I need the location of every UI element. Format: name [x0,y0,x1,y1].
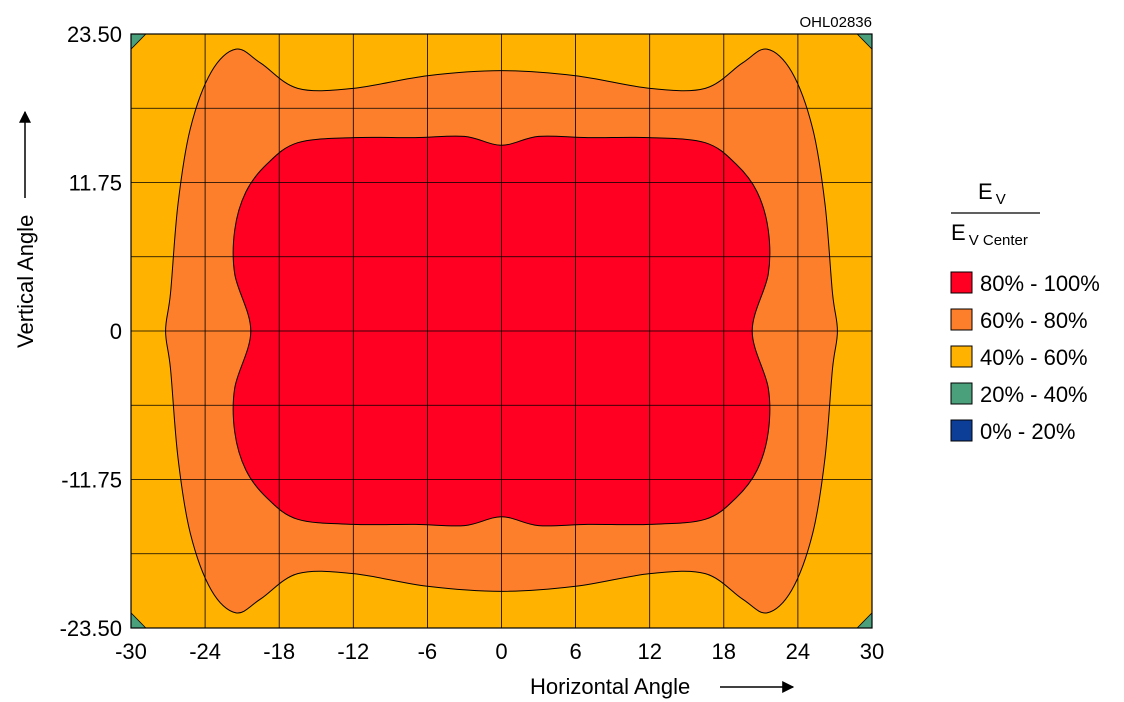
drawing-id-label: OHL02836 [799,14,872,31]
y-tick-label: 23.50 [67,22,122,47]
x-tick-label: -6 [418,639,438,664]
y-axis-ticks: 23.50 11.75 0 -11.75 -23.50 [60,22,122,641]
y-tick-label: 0 [110,319,122,344]
x-axis-title: Horizontal Angle [530,674,795,699]
legend-item: 60% - 80% [950,308,1088,333]
legend-item: 80% - 100% [950,271,1100,296]
plot-frame [130,33,873,629]
x-axis-title-text: Horizontal Angle [530,674,690,699]
plot-area [130,33,873,629]
x-tick-label: 24 [786,639,810,664]
legend-item: 20% - 40% [950,382,1088,407]
x-tick-label: 0 [495,639,507,664]
x-tick-label: 6 [569,639,581,664]
x-axis-ticks: -30 -24 -18 -12 -6 0 6 12 18 24 30 [115,639,884,664]
y-tick-label: -23.50 [60,616,122,641]
x-tick-label: -24 [189,639,221,664]
legend-items: 80% - 100% 60% - 80% 40% - 60% 20% - 40% 0% … [950,271,1100,444]
y-tick-label: -11.75 [61,468,122,493]
x-tick-label: 30 [860,639,884,664]
legend-item: 40% - 60% [950,345,1088,370]
legend-swatch [950,345,973,368]
legend-swatch [950,308,973,331]
x-tick-label: -30 [115,639,147,664]
legend-item: 0% - 20% [950,419,1075,444]
x-tick-label: 12 [637,639,661,664]
y-axis-title: Vertical Angle [13,110,38,348]
x-tick-label: 18 [712,639,736,664]
legend-label: 60% - 80% [980,308,1088,333]
legend-label: 80% - 100% [980,271,1100,296]
legend-swatch [950,271,973,294]
legend-label: 40% - 60% [980,345,1088,370]
y-tick-label: 11.75 [69,171,122,196]
x-tick-label: -12 [337,639,369,664]
x-tick-label: -18 [263,639,295,664]
legend-label: 20% - 40% [980,382,1088,407]
y-axis-title-text: Vertical Angle [13,215,38,348]
legend-swatch [950,419,973,442]
legend-label: 0% - 20% [980,419,1075,444]
legend-swatch [950,382,973,405]
